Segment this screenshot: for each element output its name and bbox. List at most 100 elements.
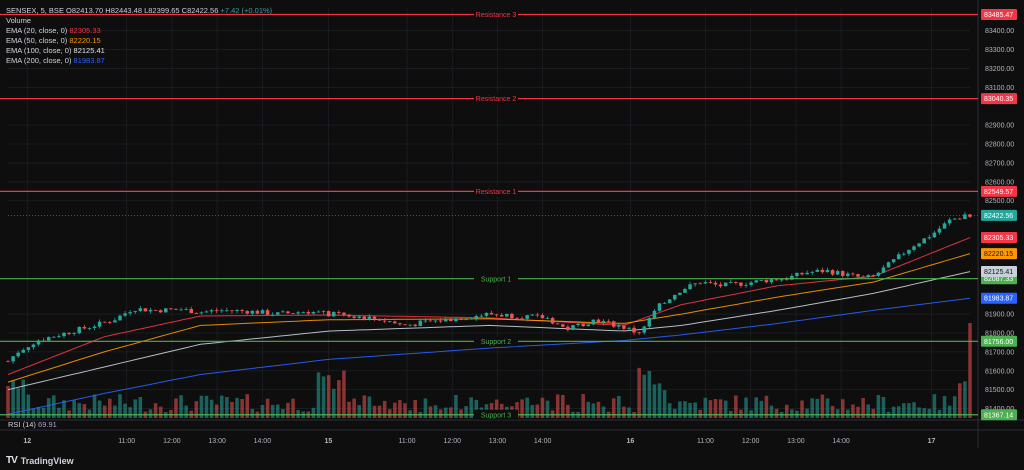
price-tag-bg: [981, 209, 1017, 221]
rsi-legend[interactable]: RSI (14) 69.91: [8, 420, 57, 429]
candle: [367, 314, 372, 321]
candle-body: [230, 310, 234, 312]
candle: [968, 214, 972, 219]
volume-bar: [530, 405, 535, 418]
y-tick-label: 81800.00: [985, 330, 1014, 337]
legend-ema20[interactable]: EMA (20, close, 0) 82305.33: [6, 26, 272, 36]
candle: [917, 242, 921, 248]
candle-body: [932, 232, 937, 238]
candle: [713, 280, 718, 287]
tradingview-logo[interactable]: TV TradingView: [6, 455, 74, 466]
candle-body: [596, 319, 601, 323]
candle: [82, 324, 87, 330]
volume-bar: [820, 394, 825, 418]
candle-body: [800, 272, 804, 275]
candle-body: [830, 270, 835, 275]
candle-body: [729, 282, 733, 283]
candle: [393, 320, 397, 324]
candle-body: [484, 312, 489, 316]
legend-ema200-label: EMA (200, close, 0): [6, 56, 72, 65]
volume-bar: [800, 400, 804, 418]
volume-bar: [31, 408, 36, 418]
candle: [337, 310, 341, 315]
candle-body: [667, 299, 672, 303]
volume-bar: [561, 394, 565, 418]
candle-body: [362, 316, 367, 320]
volume-bar: [881, 397, 886, 418]
candle: [357, 315, 361, 320]
candle-body: [708, 282, 713, 283]
volume-bar: [622, 406, 626, 418]
candle: [387, 320, 392, 323]
legend-low: 82399.65: [148, 6, 180, 15]
candle: [291, 313, 295, 314]
candle-body: [281, 311, 285, 313]
price-tag-text: 82087.33: [984, 276, 1013, 283]
candle: [881, 264, 886, 273]
price-tag-bg: [981, 265, 1017, 277]
volume-bar: [454, 395, 458, 418]
candle-body: [499, 315, 504, 317]
legend-symbol[interactable]: SENSEX, 5, BSE: [6, 6, 64, 15]
ema200-line: [7, 297, 971, 415]
volume-bar: [647, 370, 652, 418]
volume-bar: [835, 409, 840, 418]
candle-body: [331, 312, 336, 317]
legend-ema200[interactable]: EMA (200, close, 0) 81983.87: [6, 56, 272, 66]
candle-body: [555, 323, 560, 325]
legend-ema200-value: 81983.87: [73, 56, 105, 65]
volume-bar: [204, 395, 209, 418]
candle-body: [479, 315, 484, 317]
legend-volume-label[interactable]: Volume: [6, 16, 32, 25]
legend-close: 82422.56: [187, 6, 219, 15]
candle: [729, 279, 733, 284]
candle-body: [774, 279, 779, 281]
candle-body: [683, 289, 687, 293]
candle-body: [443, 318, 448, 322]
candle-body: [530, 314, 535, 316]
candle: [902, 252, 906, 256]
candle: [886, 261, 891, 268]
candle: [489, 310, 494, 315]
volume-bar: [57, 407, 61, 418]
volume-bar: [82, 404, 87, 418]
volume-bar: [16, 388, 20, 418]
price-tag-text: 83485.47: [984, 12, 1013, 19]
candle-body: [703, 282, 708, 284]
volume-bar: [372, 405, 377, 418]
candle-body: [520, 318, 524, 320]
candle-body: [245, 311, 249, 314]
candle: [260, 308, 265, 314]
candle: [749, 281, 753, 287]
candle-body: [372, 316, 377, 319]
legend-ema50[interactable]: EMA (50, close, 0) 82220.15: [6, 36, 272, 46]
legend-ema20-label: EMA (20, close, 0): [6, 26, 68, 35]
candle-body: [286, 311, 290, 314]
volume-bar: [342, 370, 346, 418]
x-tick-label: 14:00: [534, 438, 552, 445]
volume-bar: [525, 397, 529, 418]
volume-bar: [825, 398, 830, 418]
candle-body: [296, 312, 300, 314]
candle-body: [21, 349, 26, 353]
level-label: Resistance 2: [476, 96, 517, 103]
candle: [520, 316, 524, 320]
candle-body: [881, 267, 886, 273]
candle-body: [566, 326, 570, 330]
volume-bar: [6, 385, 10, 418]
volume-bar: [321, 376, 326, 418]
volume-bar: [784, 404, 789, 418]
legend-ema100[interactable]: EMA (100, close, 0) 82125.41: [6, 46, 272, 56]
volume-bar: [535, 404, 540, 418]
candle-body: [871, 275, 876, 276]
x-tick-label: 16: [626, 438, 634, 445]
candle-body: [128, 312, 132, 314]
volume-bar: [423, 398, 428, 418]
candle: [846, 271, 850, 278]
volume-bar: [331, 388, 336, 418]
volume-bar: [698, 409, 703, 418]
price-tag-bg: [981, 9, 1017, 21]
candle-body: [678, 292, 682, 295]
candle: [754, 279, 758, 283]
